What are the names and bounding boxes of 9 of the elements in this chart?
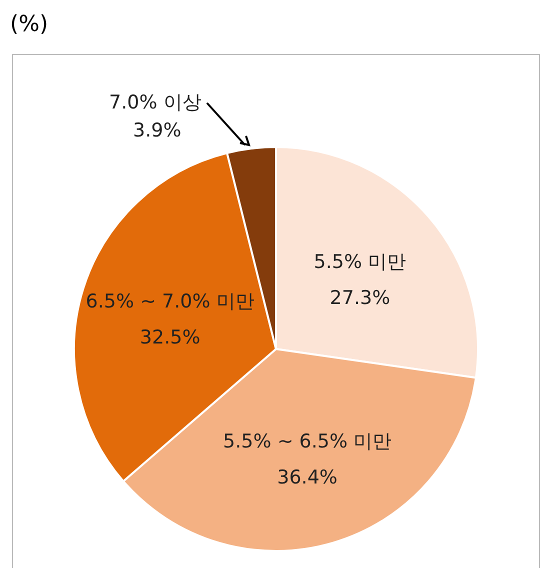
data-label: 3.9%: [133, 120, 182, 142]
data-label: 36.4%: [277, 466, 338, 489]
data-label: 32.5%: [140, 326, 200, 349]
slice-label: 5.5% 미만: [314, 251, 406, 274]
text: (%): [10, 12, 48, 37]
slice-label: 5.5% ~ 6.5% 미만: [223, 430, 392, 453]
slice-label: 7.0% 이상: [109, 92, 202, 114]
slice-label: 6.5% ~ 7.0% 미만: [86, 290, 254, 313]
data-label: 27.3%: [330, 287, 390, 310]
